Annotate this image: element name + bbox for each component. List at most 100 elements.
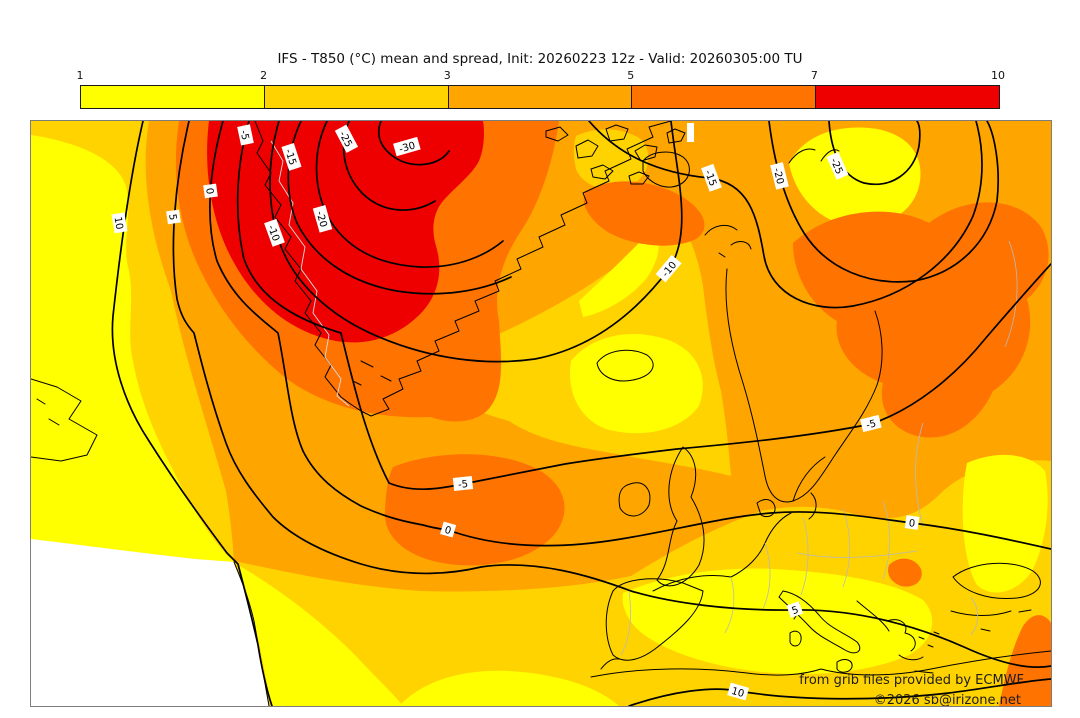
svg-text:-20: -20 (313, 210, 328, 229)
contour-5 (172, 121, 1051, 668)
contour-label: 0 (904, 515, 920, 530)
t850-contours (111, 121, 1051, 706)
baltic-coast (792, 456, 826, 520)
contour-label: 0 (203, 183, 218, 199)
spread-fill-yellow-iceland-area (569, 333, 703, 434)
greenland-west-coast (254, 121, 372, 417)
contour-minus5 (236, 121, 1051, 491)
contour-label: -20 (770, 162, 789, 190)
coastlines (31, 121, 1051, 706)
denmark-coast (756, 499, 776, 518)
attribution-source: from grib files provided by ECMWF (799, 673, 1024, 688)
greenland-ice-edge (270, 140, 350, 407)
turkey-south-coast (950, 609, 1032, 632)
contour-label: 10 (727, 682, 750, 701)
iceland-coast (596, 349, 654, 382)
labrador-coast (31, 378, 98, 462)
contour-label: -5 (452, 476, 474, 491)
contour-label: -10 (264, 218, 285, 247)
greenland-islets (352, 360, 392, 386)
svg-text:0: 0 (443, 525, 452, 537)
spread-fill-darkorange-anatolia (888, 558, 922, 587)
contour-label: 10 (111, 212, 128, 234)
svg-text:5: 5 (790, 605, 800, 618)
contour-minus15-nw (287, 121, 512, 295)
colorbar-ticks: 1 2 3 5 7 10 (76, 69, 1006, 82)
spread-fill-darkorange-svalbard (583, 181, 705, 246)
spread-fill-yellow-greenland-coast (579, 229, 659, 317)
spread-fill-red-greenland (207, 121, 484, 343)
colorbar-tick: 3 (443, 69, 451, 82)
spread-fill-darkorange-midatlantic (384, 454, 565, 566)
ireland-coast (618, 482, 651, 517)
colorbar-segment (816, 86, 999, 108)
svg-text:-15: -15 (282, 148, 298, 167)
colorbar-segment (81, 86, 265, 108)
arctic-islands-coast (545, 124, 690, 188)
colorbar-segment (448, 86, 633, 108)
contour-0 (209, 121, 1051, 550)
contour-minus20-ne (768, 121, 1000, 283)
svg-text:10: 10 (730, 686, 745, 700)
contour-minus15-ne (588, 121, 983, 309)
spread-fill-yellow-southwest-wedge (238, 565, 403, 706)
page-title: IFS - T850 (°C) mean and spread, Init: 2… (277, 51, 803, 67)
colorbar-tick: 7 (810, 69, 818, 82)
north-africa-coast (590, 650, 1051, 678)
svg-text:0: 0 (908, 518, 916, 530)
contour-minus30 (377, 121, 450, 166)
map-frame: 10 5 0 -5 -10 -15 -20 -25 -30 -10 -15 -20 -25 -5 0 -5 0 5… (30, 120, 1052, 707)
attribution-copyright: ©2026 sb@irizone.net (874, 693, 1021, 706)
contour-label: -15 (701, 163, 722, 192)
contour-10-southeast (628, 678, 1051, 706)
contour-label: -30 (393, 136, 421, 157)
svg-text:-20: -20 (771, 167, 786, 186)
north-sea-coast (652, 512, 792, 592)
sicily-coast (836, 659, 853, 673)
colorbar-tick: 1 (76, 69, 84, 82)
no-data-sliver (687, 123, 694, 142)
svalbard-coast (704, 224, 752, 258)
contour-label: -15 (281, 142, 302, 171)
svg-text:-15: -15 (702, 169, 718, 188)
svg-text:-30: -30 (398, 140, 417, 155)
colorbar-segment (632, 86, 817, 108)
svg-text:-5: -5 (865, 418, 877, 431)
novaya-zemlya-coast (788, 148, 840, 164)
contour-label: 5 (786, 601, 804, 618)
svg-text:5: 5 (166, 213, 178, 221)
colorbar-tick: 5 (627, 69, 635, 82)
country-borders (620, 240, 1018, 656)
spread-fill-gold-southwest (31, 121, 1051, 706)
contour-label: -20 (312, 205, 333, 233)
svg-text:-10: -10 (265, 224, 281, 243)
contour-label-layer: 10 50-5-10-15-20-25 -30-10-15 -20-25-50-505… (111, 124, 920, 701)
spread-fill-darkorange-barents (793, 202, 1049, 438)
colorbar-tick: 2 (260, 69, 268, 82)
contour-10-west (111, 121, 273, 706)
spread-fill-yellow-mediterranean (622, 568, 933, 675)
contour-minus20-nw (315, 121, 504, 268)
svg-text:-5: -5 (238, 129, 251, 141)
spread-fill-yellow-east (962, 454, 1048, 593)
sardinia-coast (789, 630, 802, 647)
spread-fill-yellow-west-band (31, 135, 234, 562)
contour-label: 5 (166, 209, 181, 225)
svg-text:0: 0 (203, 187, 215, 195)
iberia-coast (605, 578, 704, 661)
great-britain-coast (656, 446, 705, 587)
spread-fill-yellow-novaya-zemlya (789, 127, 921, 227)
svg-text:10: 10 (111, 216, 124, 230)
no-data-region (31, 539, 269, 706)
colorbar (80, 85, 1000, 109)
map-canvas: 10 50-5-10-15-20-25 -30-10-15 -20-25-50-505… (31, 121, 1051, 706)
greece-aegean-coast (856, 600, 940, 674)
contour-label: -5 (860, 414, 882, 433)
contour-label: 0 (440, 521, 457, 538)
svg-text:-5: -5 (458, 479, 469, 491)
italy-coast (778, 590, 861, 654)
colorbar-segment (264, 86, 449, 108)
colorbar-tick: 10 (991, 69, 1005, 82)
contour-label: -5 (237, 124, 254, 146)
